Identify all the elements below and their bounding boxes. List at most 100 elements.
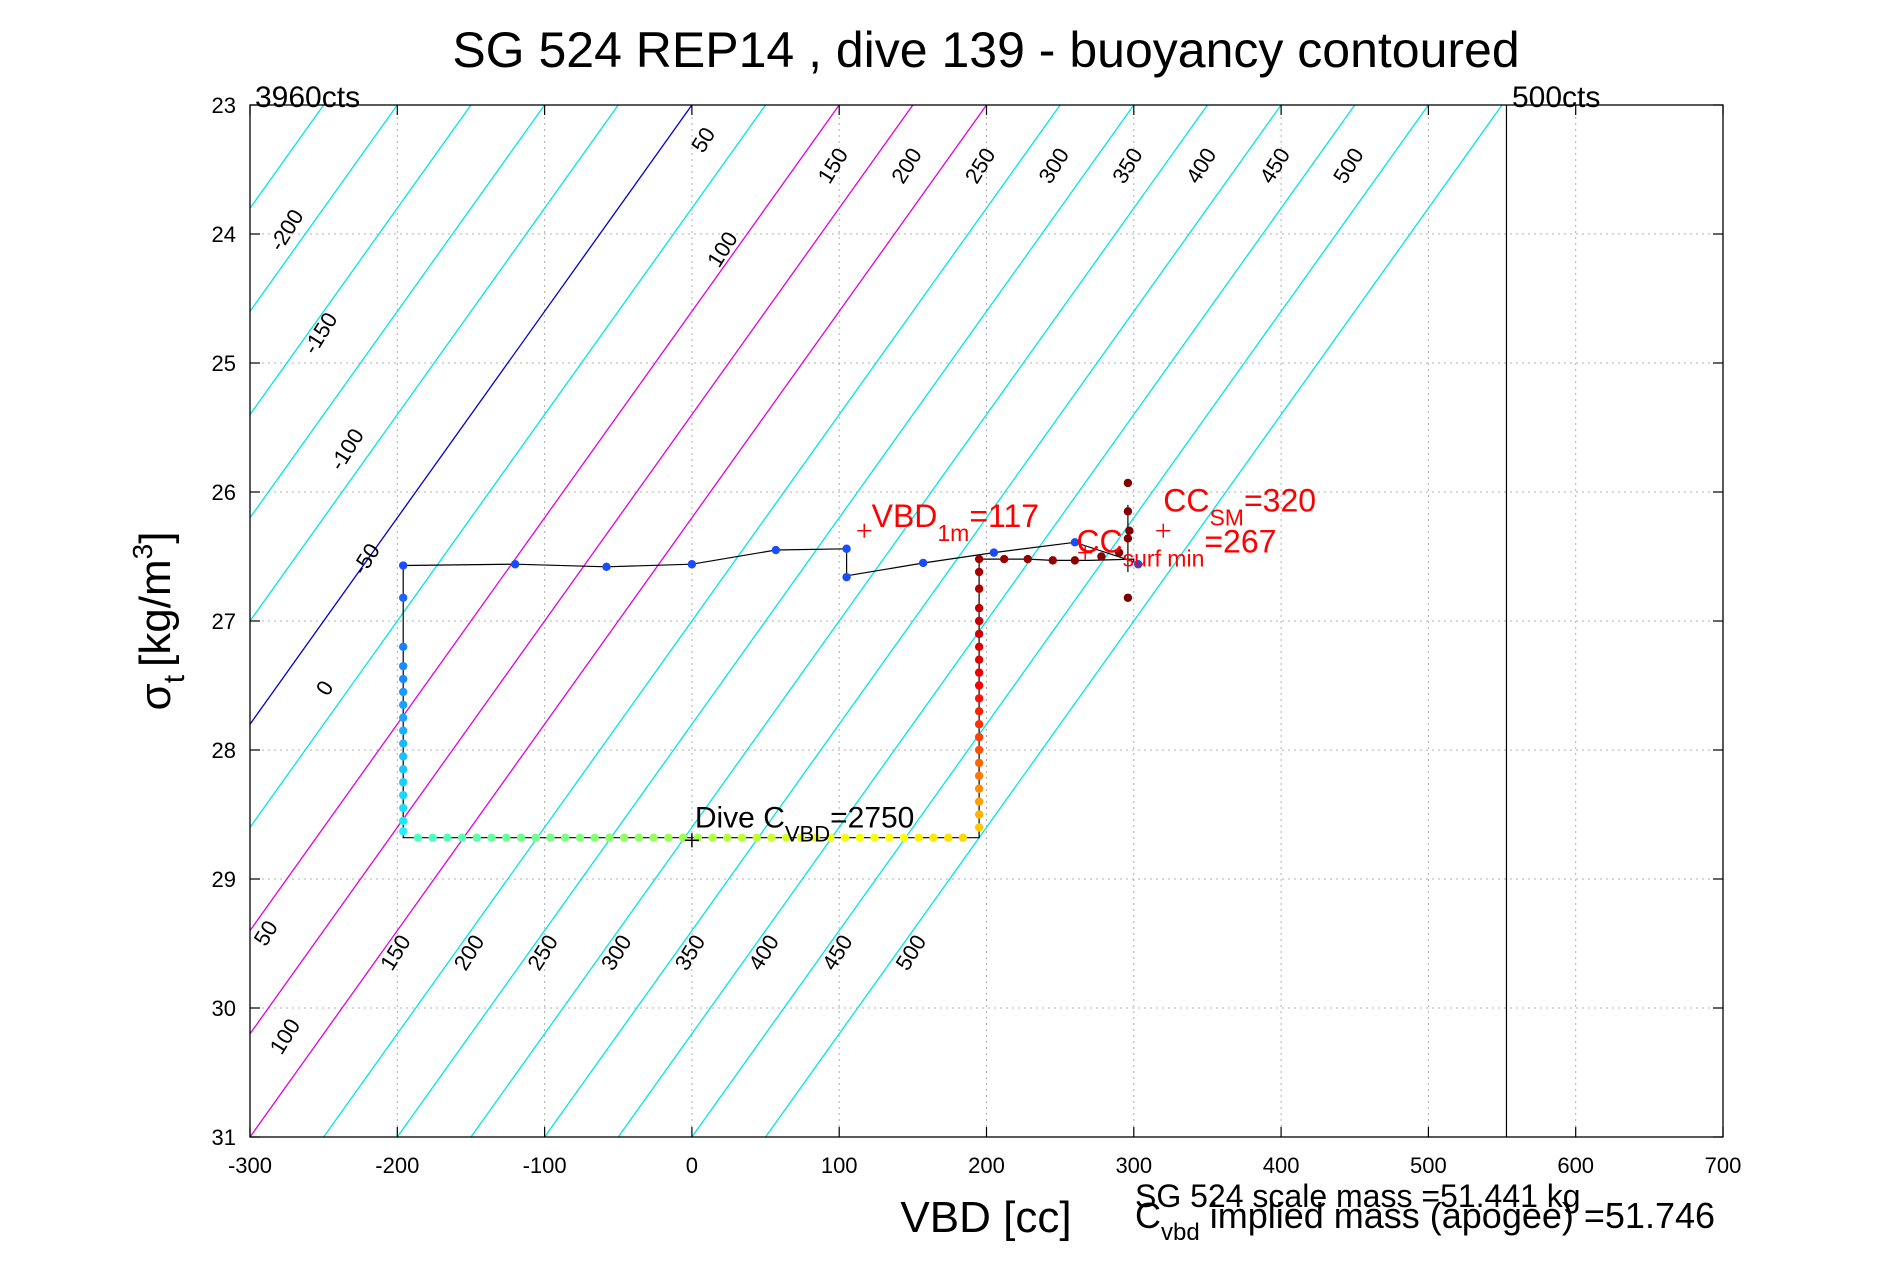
data-point: [944, 833, 953, 842]
contour-label: 200: [886, 143, 927, 187]
y-label-unit: [kg/m: [131, 559, 180, 667]
counts-left-label: 3960cts: [255, 81, 360, 114]
contour-line: [544, 105, 1282, 1137]
data-point: [974, 655, 984, 664]
data-point: [443, 833, 452, 842]
contour-label: 500: [1328, 143, 1369, 187]
svg-text:σt[kg/m3]: σt [kg/m3]: [127, 532, 191, 711]
data-point: [398, 674, 408, 684]
x-tick-label: 600: [1557, 1153, 1594, 1178]
contour-line: [250, 105, 546, 519]
data-point: [974, 758, 984, 768]
axes: -300 -200 -100 0 100 200 300 400 500 600 700232425…: [212, 93, 1742, 1178]
data-point: [1114, 548, 1124, 557]
data-point: [974, 797, 984, 806]
contour-line: [250, 105, 767, 829]
x-axis-label: VBD [cc]: [900, 1193, 1071, 1242]
data-point: [398, 713, 408, 722]
data-point: [398, 687, 408, 697]
y-tick-label: 28: [212, 738, 236, 763]
data-point: [575, 833, 585, 842]
data-point: [826, 833, 835, 842]
contour-label: 0: [311, 676, 339, 700]
contour-line: [396, 105, 1135, 1137]
data-point: [516, 833, 526, 842]
data-point: [1070, 538, 1080, 547]
data-point: [752, 833, 761, 842]
contour-label: -100: [324, 424, 369, 475]
contour-label: 400: [1181, 143, 1222, 187]
data-point: [590, 833, 599, 842]
data-point: [510, 560, 520, 569]
data-point: [870, 833, 879, 842]
contour-line: [691, 105, 1429, 1137]
contour-label: 450: [1254, 143, 1295, 187]
data-point: [1134, 560, 1143, 569]
data-point: [974, 554, 984, 564]
data-point: [974, 810, 984, 819]
x-tick-label: -200: [375, 1153, 419, 1178]
data-point: [796, 833, 806, 842]
contour-label: 100: [265, 1014, 306, 1058]
data-point: [1023, 554, 1032, 564]
contour-line: [250, 105, 914, 1035]
data-point: [487, 833, 496, 842]
data-point: [502, 833, 511, 842]
contour-line: [250, 105, 619, 623]
marker-label: VBD1m=117: [872, 498, 1039, 546]
data-point: [398, 803, 408, 813]
data-point: [1070, 556, 1080, 565]
contour-line: [617, 105, 1356, 1137]
data-point: [855, 833, 865, 842]
y-tick-label: 25: [212, 351, 236, 376]
data-point: [398, 790, 408, 800]
data-point: [929, 833, 938, 842]
data-point: [974, 629, 984, 639]
x-tick-label: 300: [1115, 1153, 1152, 1178]
data-point: [398, 739, 408, 748]
x-tick-label: 200: [968, 1153, 1005, 1178]
y-label-close: ]: [131, 532, 180, 544]
contour-line: [765, 105, 1503, 1137]
data-point: [1123, 507, 1133, 516]
data-point: [974, 732, 984, 742]
data-point: [1048, 556, 1057, 565]
contour-label: -200: [264, 205, 309, 256]
data-point: [974, 616, 984, 626]
x-tick-label: -300: [228, 1153, 272, 1178]
data-point: [398, 726, 408, 735]
data-point: [918, 558, 928, 568]
contour-label: -50: [347, 539, 385, 579]
x-tick-label: 500: [1410, 1153, 1447, 1178]
data-point: [899, 833, 909, 842]
counts-right-label: 500cts: [1512, 81, 1600, 114]
data-point: [398, 816, 408, 826]
data-point: [885, 833, 894, 842]
marker-label: CCsurf min=267: [1076, 524, 1276, 572]
implied-mass-note: Cvbd implied mass (apogee) =51.746: [1135, 1195, 1715, 1246]
y-tick-label: 26: [212, 480, 236, 505]
data-point: [398, 561, 408, 570]
data-point: [999, 554, 1009, 564]
data-point: [398, 827, 408, 836]
data-point: [398, 765, 408, 774]
y-tick-label: 24: [212, 222, 236, 247]
data-point: [914, 833, 923, 842]
marker-label: CCSM=320: [1163, 482, 1316, 530]
data-point: [842, 572, 851, 582]
y-tick-label: 23: [212, 93, 236, 118]
data-point: [1123, 593, 1133, 602]
data-point: [974, 707, 984, 716]
marker-label: Dive CVBD=2750: [695, 801, 915, 846]
data-point: [457, 833, 467, 842]
data-point: [398, 661, 408, 671]
x-tick-label: -100: [523, 1153, 567, 1178]
contour-line: [470, 105, 1208, 1137]
data-point: [649, 833, 658, 842]
contour-line: [250, 105, 988, 1137]
data-point: [413, 833, 423, 842]
contour-line: [323, 105, 1061, 1137]
buoyancy-contours: [250, 105, 1503, 1137]
